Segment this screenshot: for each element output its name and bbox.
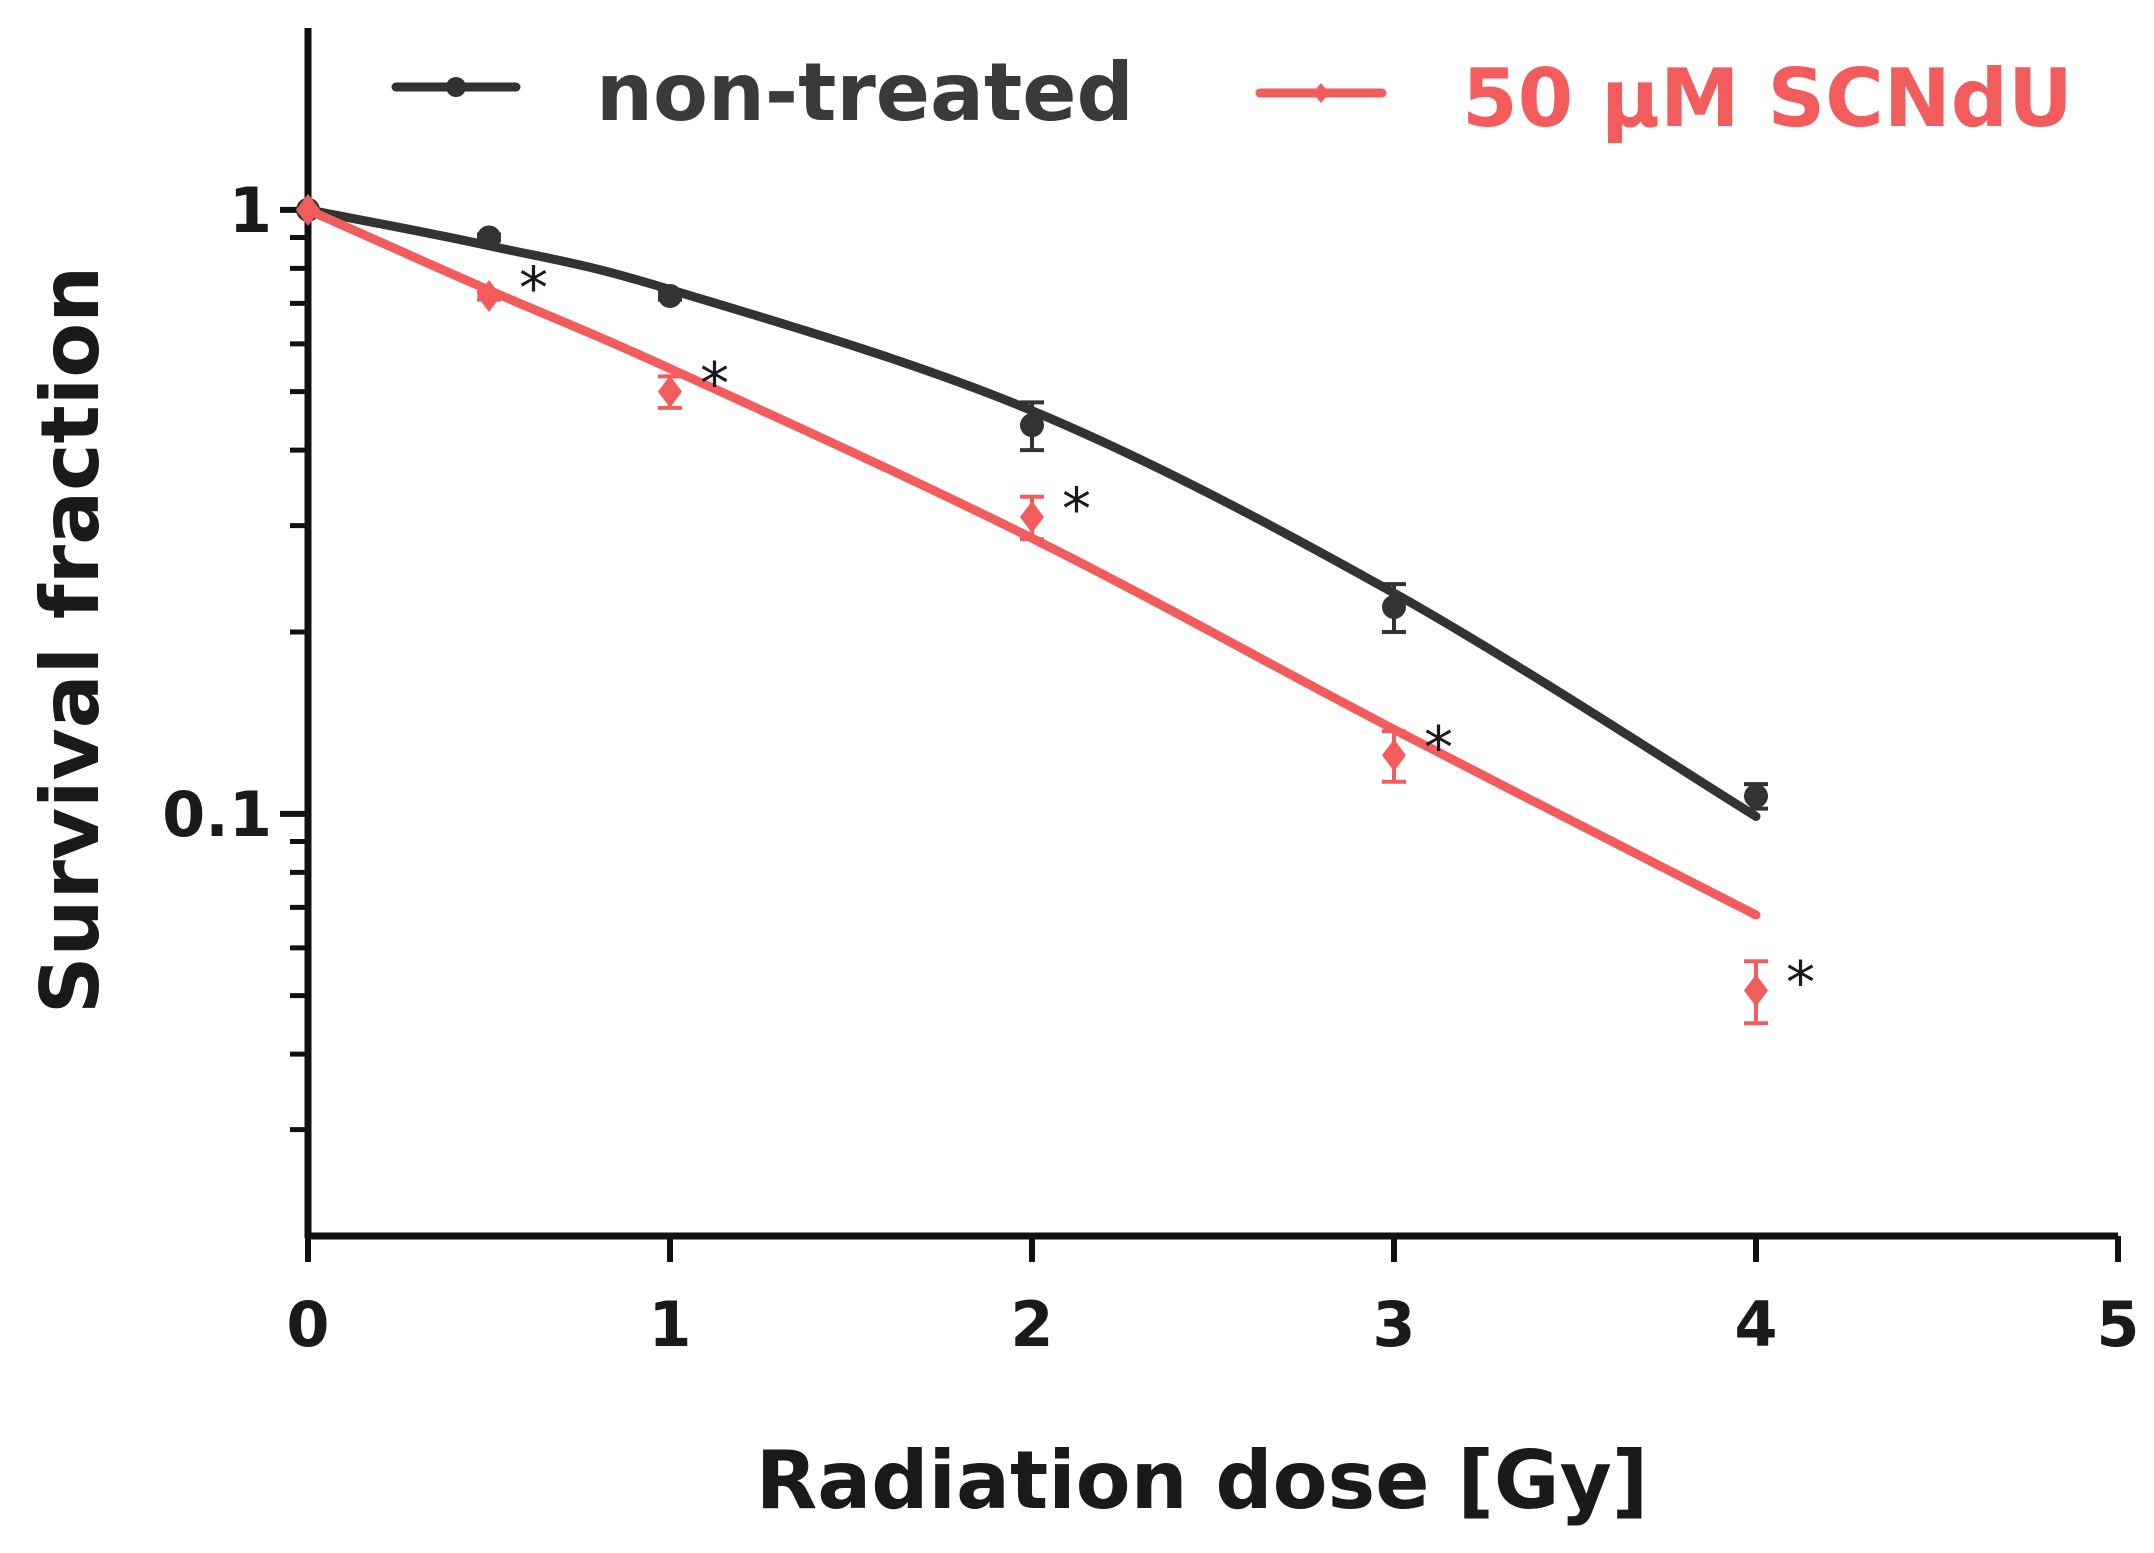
data-point bbox=[1744, 974, 1768, 1007]
data-point bbox=[1020, 413, 1044, 438]
legend: non-treated 50 µM SCNdU bbox=[391, 46, 2073, 145]
axes: 0 1 2 3 4 5 1 0.1 bbox=[162, 28, 2140, 1361]
significance-star: * bbox=[1062, 475, 1091, 543]
y-tick-label: 0.1 bbox=[162, 778, 272, 851]
x-tick-label: 5 bbox=[2096, 1288, 2139, 1361]
significance-star: * bbox=[1424, 713, 1453, 781]
x-tick-label: 3 bbox=[1372, 1288, 1415, 1361]
data-point bbox=[477, 225, 501, 250]
significance-star: * bbox=[700, 350, 729, 418]
data-point bbox=[658, 375, 682, 408]
data-point bbox=[1382, 739, 1406, 772]
legend-marker bbox=[1313, 83, 1329, 103]
significance-star: * bbox=[1786, 948, 1815, 1016]
series-non-treated bbox=[296, 197, 1768, 821]
data-point bbox=[477, 279, 501, 312]
data-point bbox=[1020, 501, 1044, 534]
data-point bbox=[658, 283, 682, 308]
x-tick-label: 1 bbox=[648, 1288, 691, 1361]
series-treated: * * * * * bbox=[296, 193, 1815, 1026]
x-tick-label: 4 bbox=[1734, 1288, 1777, 1361]
data-point bbox=[1382, 594, 1406, 619]
legend-label: 50 µM SCNdU bbox=[1462, 52, 2073, 145]
series-layer: * * * * * bbox=[296, 193, 1815, 1026]
data-point bbox=[296, 193, 320, 226]
x-axis-title: Radiation dose [Gy] bbox=[756, 1434, 1649, 1527]
data-point bbox=[1744, 784, 1768, 809]
x-tick-label: 2 bbox=[1010, 1288, 1053, 1361]
significance-star: * bbox=[519, 254, 548, 322]
legend-marker bbox=[446, 77, 466, 97]
legend-label: non-treated bbox=[596, 46, 1134, 139]
x-tick-label: 0 bbox=[286, 1288, 329, 1361]
y-tick-label: 1 bbox=[229, 174, 272, 247]
y-axis-title: Survival fraction bbox=[24, 266, 117, 1014]
